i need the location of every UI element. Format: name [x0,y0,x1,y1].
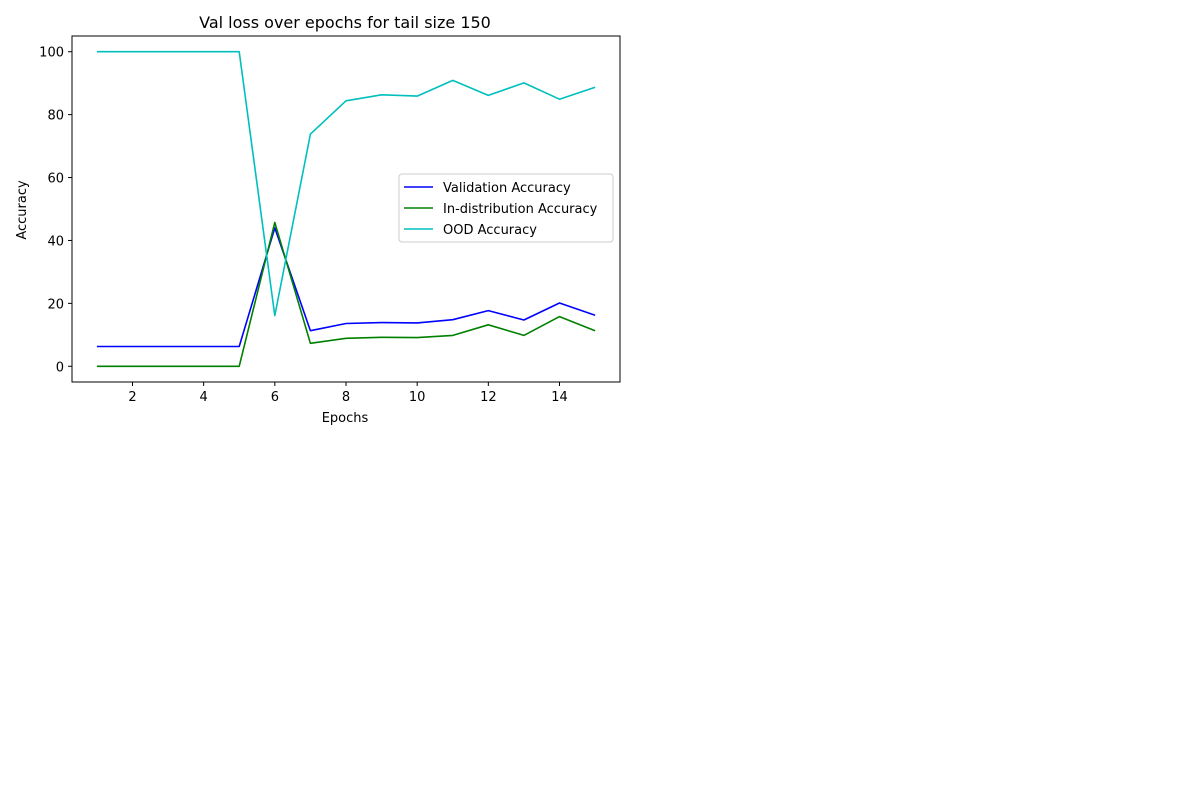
x-tick-label: 12 [480,390,497,405]
x-tick-label: 10 [409,390,426,405]
x-tick-label: 4 [200,390,208,405]
y-tick-label: 80 [47,109,64,124]
legend-label: OOD Accuracy [443,223,537,238]
y-tick-label: 60 [47,172,64,187]
series-line-validation-accuracy [96,227,596,348]
legend-label: Validation Accuracy [443,181,571,196]
plot-area [96,50,596,368]
y-tick-label: 40 [47,234,64,249]
y-axis: 0 20 40 60 80 100 [39,46,72,375]
legend: Validation Accuracy In-distribution Accur… [398,173,614,243]
chart-title: Val loss over epochs for tail size 150 [199,13,491,32]
x-tick-label: 2 [128,390,136,405]
series-line-in-distribution-accuracy [96,221,596,368]
legend-label: In-distribution Accuracy [443,202,598,217]
y-tick-label: 0 [56,360,64,375]
x-tick-label: 8 [342,390,350,405]
x-axis: 2 4 6 8 10 12 14 [128,382,568,405]
x-tick-label: 6 [271,390,279,405]
legend-box [398,173,614,243]
x-axis-label: Epochs [322,411,369,426]
x-tick-label: 14 [551,390,568,405]
y-axis-label: Accuracy [15,180,30,240]
y-tick-label: 20 [47,297,64,312]
series-line-ood-accuracy [96,50,596,317]
y-tick-label: 100 [39,46,64,61]
